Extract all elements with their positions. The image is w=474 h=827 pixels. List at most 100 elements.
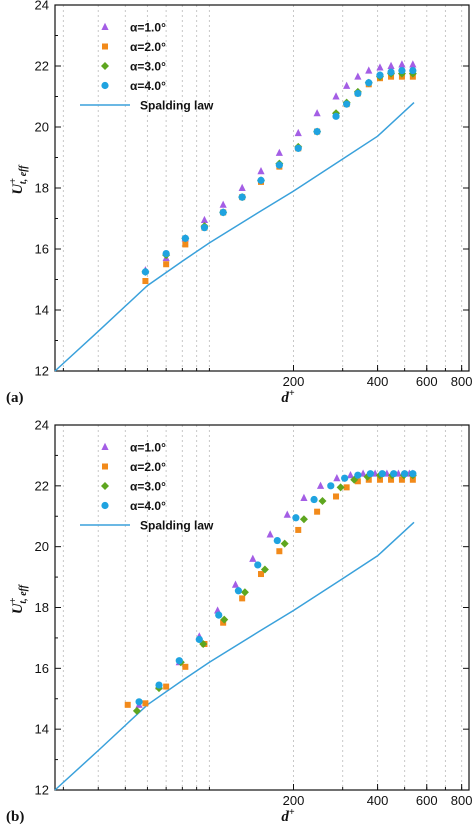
legend: α=1.0° α=2.0° α=3.0° α=4.0° Spalding law [80,441,214,533]
y-tick-label: 12 [35,364,49,379]
x-axis-label: d+ [281,807,295,825]
data-point-diamond [220,615,229,624]
data-point-triangle [346,470,355,479]
data-point-square [343,484,350,491]
data-point-square [398,476,405,483]
plot-frame [54,424,470,791]
data-point-circle [398,66,406,75]
plot-frame [54,4,470,372]
x-axis-label: d+ [281,388,295,406]
data-point-circle [365,79,373,87]
data-point-circle [354,89,362,98]
data-point-square [182,241,189,248]
legend-label: α=4.0° [130,499,166,513]
data-point-circle [313,127,321,136]
y-axis-label-superscript: + [8,178,19,184]
data-point-triangle [343,81,351,89]
data-point-triangle [333,474,341,482]
data-point-triangle [219,200,227,208]
data-point-triangle [365,66,373,74]
data-point-triangle [266,530,274,538]
data-point-triangle [101,22,109,30]
legend-label: Spalding law [140,99,214,113]
x-tick-label: 600 [416,374,438,389]
legend: α=1.0° α=2.0° α=3.0° α=4.0° Spalding law [80,21,214,113]
data-point-square [163,261,170,268]
data-point-circle [390,470,398,478]
data-point-triangle [101,442,109,450]
data-point-square [333,493,340,500]
series-circle [135,470,417,706]
legend-label: α=1.0° [130,21,166,35]
y-axis-label-superscript: + [8,597,19,603]
data-point-circle [234,587,243,595]
y-axis-label: U+t, eff [8,164,29,195]
data-point-diamond [318,497,327,506]
data-point-diamond [240,588,249,597]
data-point-square [239,595,246,602]
data-point-square [220,619,227,626]
data-point-triangle [409,60,417,68]
y-tick-label: 18 [35,600,49,615]
data-point-circle [219,208,227,216]
data-point-circle [341,474,349,482]
data-point-circle [273,536,281,545]
data-point-square [354,478,361,485]
y-tick-label: 24 [35,418,49,433]
data-point-triangle [231,580,240,588]
data-point-circle [378,470,386,478]
data-point-circle [343,100,351,108]
data-point-diamond [280,539,289,548]
data-point-square [388,476,395,483]
data-point-triangle [387,61,395,69]
data-point-square [102,43,108,50]
data-point-square [182,663,189,670]
data-point-circle [238,193,246,201]
data-point-circle [294,144,302,152]
data-point-triangle [283,510,291,518]
data-point-circle [257,176,265,184]
x-tick-label: 400 [367,374,389,389]
data-point-triangle [257,167,265,175]
panel-label: (a) [6,390,24,406]
x-tick-label: 800 [451,374,473,389]
data-point-square [142,278,149,285]
data-point-diamond [101,62,109,70]
data-point-triangle [300,493,308,501]
data-point-circle [215,611,223,619]
series-diamond [132,471,417,715]
chart-panel-a: 12 14 16 18 20 22 24 200 400 600 800 d+ U+t, eff (a) α… [6,0,472,406]
data-point-square [163,683,170,690]
data-point-triangle [354,72,362,80]
series-circle [141,66,417,276]
data-point-square [314,508,321,515]
data-point-triangle [200,215,209,224]
legend-label: Spalding law [140,519,214,533]
legend-label: α=3.0° [130,480,166,494]
data-point-circle [409,66,417,75]
data-point-circle [310,495,318,504]
data-point-square [409,476,416,483]
legend-label: α=2.0° [130,460,166,474]
x-tick-label: 200 [283,374,305,389]
y-tick-label: 20 [35,120,49,135]
y-tick-label: 22 [35,478,49,493]
y-tick-label: 14 [35,722,49,737]
y-tick-label: 16 [35,242,49,257]
data-point-triangle [398,60,406,68]
data-point-square [124,701,131,708]
data-point-circle [141,268,150,276]
data-point-circle [366,470,374,478]
data-point-square [257,571,264,578]
data-point-triangle [249,554,257,562]
x-axis-label-superscript: + [289,388,295,399]
series-line-spalding-law [54,102,415,372]
data-point-circle [327,482,335,490]
data-point-diamond [299,515,308,524]
data-point-circle [332,112,340,120]
data-point-triangle [313,109,321,117]
data-point-triangle [316,481,325,489]
y-tick-label: 22 [35,59,49,74]
data-point-diamond [336,483,345,492]
data-point-triangle [294,128,302,137]
